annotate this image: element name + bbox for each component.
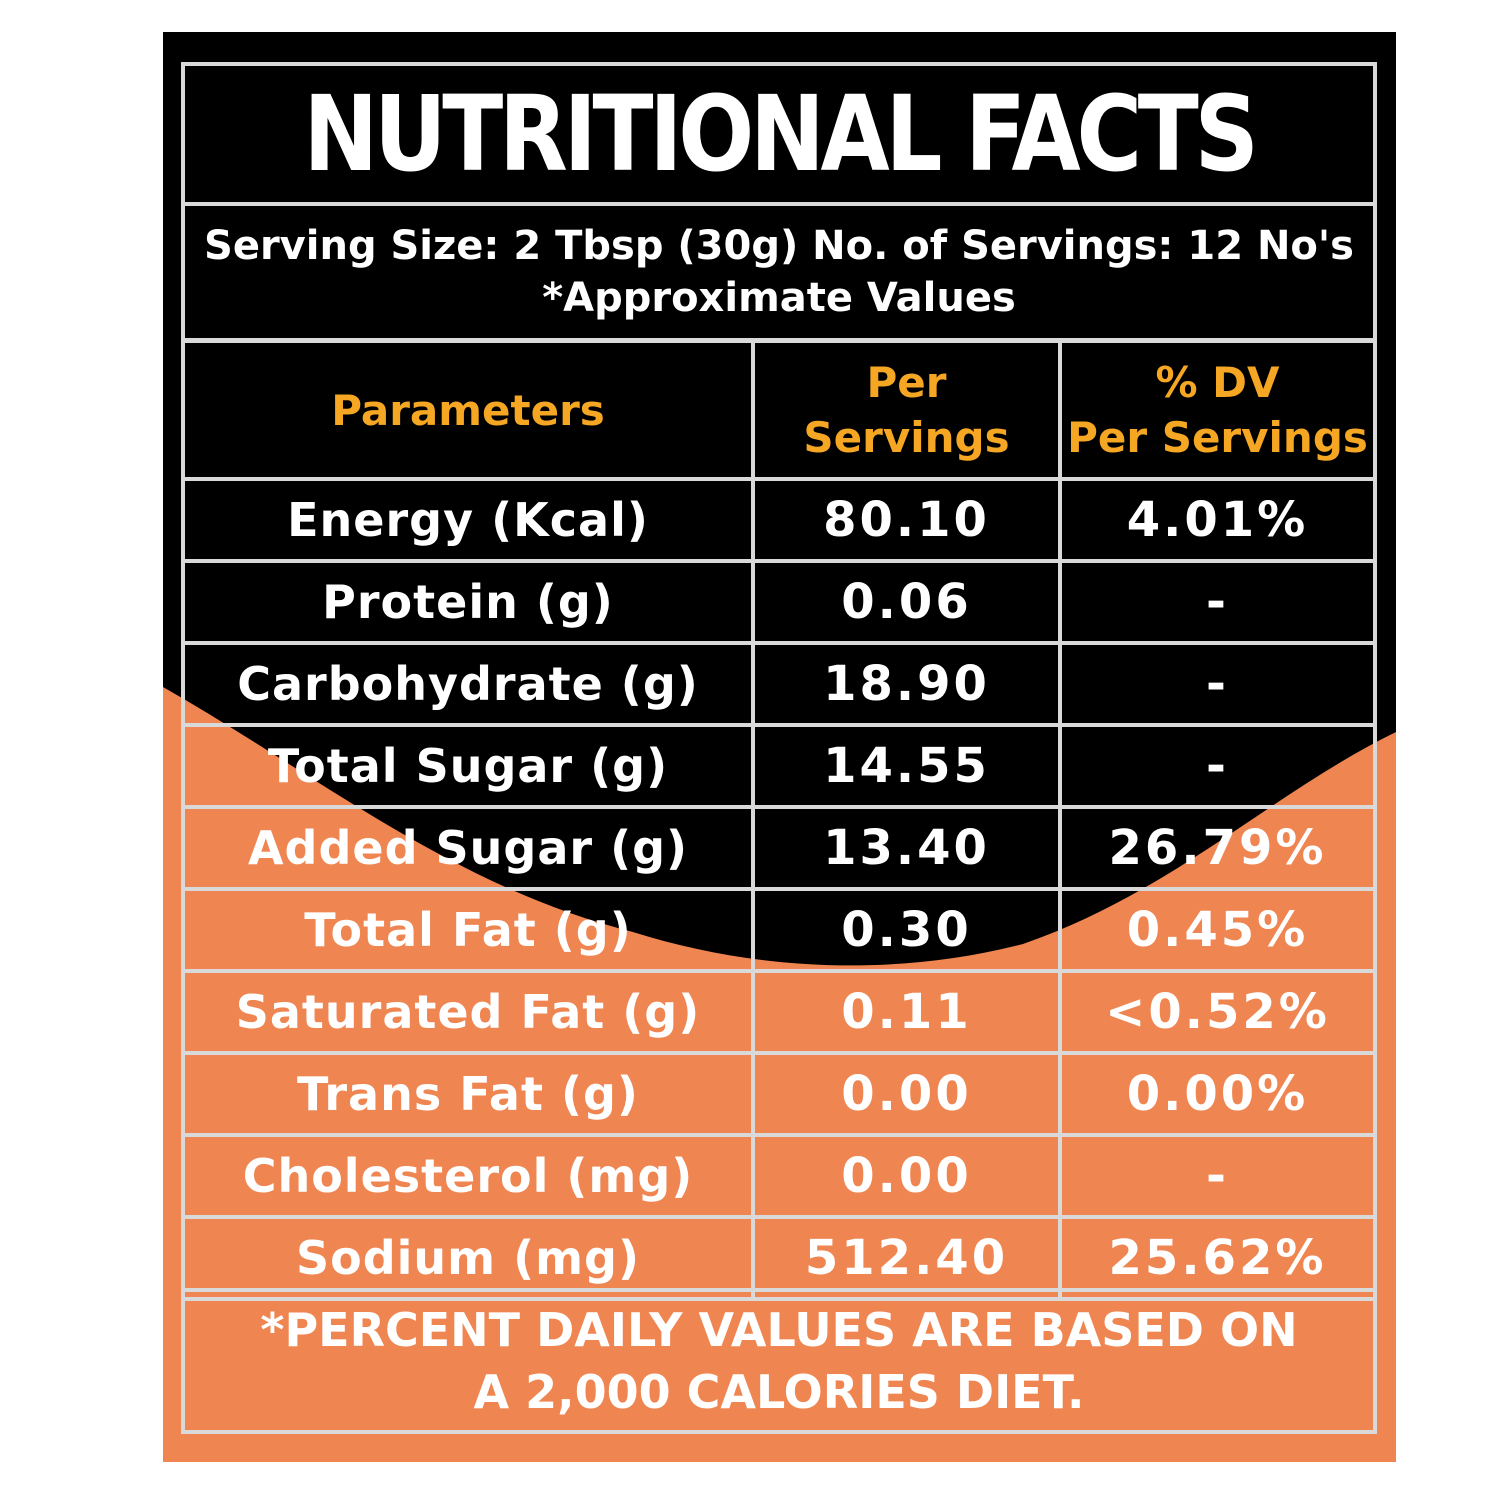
dv-cell: - [1058,723,1377,809]
parameter-cell: Total Fat (g) [181,887,755,973]
parameter-cell-text: Trans Fat (g) [297,1067,639,1121]
dv-cell-text: - [1206,1148,1229,1204]
column-header-per-servings: Per Servings [751,339,1062,481]
parameter-cell: Protein (g) [181,559,755,645]
title-box: NUTRITIONAL FACTS [181,62,1377,206]
per-serving-cell: 0.11 [751,969,1062,1055]
per-serving-cell-text: 0.00 [841,1066,972,1122]
column-header-parameters: Parameters [181,339,755,481]
dv-cell: - [1058,1133,1377,1219]
parameter-cell-text: Energy (Kcal) [287,493,649,547]
per-serving-cell-text: 0.11 [841,984,972,1040]
dv-cell: - [1058,641,1377,727]
dv-cell: <0.52% [1058,969,1377,1055]
parameter-cell: Added Sugar (g) [181,805,755,891]
dv-cell-text: 0.00% [1126,1066,1309,1122]
per-serving-cell-text: 18.90 [823,656,990,712]
page-title: NUTRITIONAL FACTS [303,73,1258,195]
dv-cell: - [1058,559,1377,645]
per-serving-cell: 0.00 [751,1133,1062,1219]
dv-cell: 0.00% [1058,1051,1377,1137]
parameter-cell: Sodium (mg) [181,1215,755,1301]
dv-cell: 26.79% [1058,805,1377,891]
dv-cell-text: 26.79% [1108,820,1327,876]
footnote-line1: *PERCENT DAILY VALUES ARE BASED ON [260,1303,1298,1357]
per-serving-cell-text: 0.30 [841,902,972,958]
per-serving-cell: 18.90 [751,641,1062,727]
parameter-cell: Energy (Kcal) [181,477,755,563]
column-header-per-servings-line1: Per [866,358,947,407]
parameter-cell: Saturated Fat (g) [181,969,755,1055]
per-serving-cell: 0.30 [751,887,1062,973]
per-serving-cell: 13.40 [751,805,1062,891]
column-header-dv-line2: Per Servings [1067,413,1368,462]
per-serving-cell: 0.06 [751,559,1062,645]
parameter-cell-text: Carbohydrate (g) [237,657,699,711]
column-header-dv: % DV Per Servings [1058,339,1377,481]
parameter-cell-text: Sodium (mg) [295,1231,641,1285]
parameter-cell: Total Sugar (g) [181,723,755,809]
dv-cell-text: 4.01% [1126,492,1309,548]
column-header-dv-line1: % DV [1155,358,1280,407]
parameter-cell-text: Protein (g) [322,575,614,629]
background-wave [163,32,1396,1462]
parameter-cell-text: Total Sugar (g) [267,739,669,793]
column-header-parameters-label: Parameters [331,385,605,435]
footnote-box: *PERCENT DAILY VALUES ARE BASED ON A 2,0… [181,1288,1377,1434]
column-header-per-servings-line2: Servings [803,413,1010,462]
dv-cell-text: <0.52% [1105,984,1330,1040]
dv-cell-text: - [1206,738,1229,794]
serving-info-box: Serving Size: 2 Tbsp (30g) No. of Servin… [181,202,1377,342]
parameter-cell: Trans Fat (g) [181,1051,755,1137]
dv-cell-text: - [1206,656,1229,712]
per-serving-cell-text: 512.40 [804,1230,1009,1286]
dv-cell: 25.62% [1058,1215,1377,1301]
per-serving-cell-text: 0.06 [841,574,972,630]
per-serving-cell-text: 13.40 [823,820,990,876]
per-serving-cell: 80.10 [751,477,1062,563]
per-serving-cell-text: 14.55 [823,738,990,794]
serving-size-text: Serving Size: 2 Tbsp (30g) No. of Servin… [204,223,1354,269]
dv-cell-text: 0.45% [1126,902,1309,958]
per-serving-cell: 14.55 [751,723,1062,809]
approximate-values-text: *Approximate Values [542,275,1016,321]
parameter-cell: Carbohydrate (g) [181,641,755,727]
dv-cell: 4.01% [1058,477,1377,563]
parameter-cell: Cholesterol (mg) [181,1133,755,1219]
footnote-line2: A 2,000 CALORIES DIET. [473,1365,1085,1419]
dv-cell-text: - [1206,574,1229,630]
parameter-cell-text: Saturated Fat (g) [235,985,701,1039]
dv-cell: 0.45% [1058,887,1377,973]
parameter-cell-text: Cholesterol (mg) [242,1149,694,1203]
parameter-cell-text: Added Sugar (g) [247,821,689,875]
nutrition-label: NUTRITIONAL FACTS Serving Size: 2 Tbsp (… [163,32,1396,1462]
parameter-cell-text: Total Fat (g) [304,903,632,957]
per-serving-cell-text: 80.10 [823,492,990,548]
dv-cell-text: 25.62% [1108,1230,1327,1286]
per-serving-cell: 0.00 [751,1051,1062,1137]
per-serving-cell-text: 0.00 [841,1148,972,1204]
